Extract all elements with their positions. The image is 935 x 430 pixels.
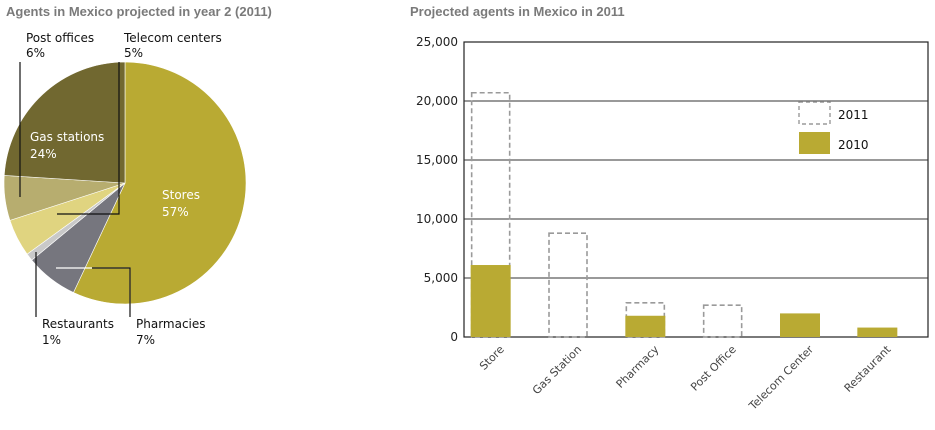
bar-legend: 2011 2010 xyxy=(798,101,869,154)
y-tick-label: 10,000 xyxy=(416,212,458,226)
bar-2010-telecom-center xyxy=(780,313,820,337)
bar-2011-post-office xyxy=(702,304,743,338)
y-tick-label: 20,000 xyxy=(416,94,458,108)
x-tick-label-store: Store xyxy=(477,343,507,373)
pie-labels: Post offices 6% Telecom centers 5% Gas s… xyxy=(26,31,222,347)
bar-gridlines xyxy=(464,100,928,279)
x-tick-label-restaurant: Restaurant xyxy=(842,342,894,394)
gas-stations-label: Gas stations xyxy=(30,130,104,144)
telecom-centers-value: 5% xyxy=(124,46,143,60)
pharmacies-leader-line-outside xyxy=(92,267,131,317)
bar-2011-store xyxy=(470,91,511,338)
telecom-centers-label: Telecom centers xyxy=(123,31,222,45)
y-tick-label: 25,000 xyxy=(416,35,458,49)
stores-label: Stores xyxy=(162,188,200,202)
bar-2010-store xyxy=(470,265,511,337)
pharmacies-value: 7% xyxy=(136,333,155,347)
telecom-centers-leader-line xyxy=(57,62,120,215)
bar-2011-gas-station xyxy=(548,232,588,338)
pie-chart-title: Agents in Mexico projected in year 2 (20… xyxy=(6,4,272,19)
bar-marks xyxy=(470,91,898,338)
bar-plot-area xyxy=(463,41,929,338)
x-tick-label-telecom-center: Telecom Center xyxy=(746,343,817,414)
bar-2010-restaurant xyxy=(857,327,898,337)
stores-value: 57% xyxy=(162,205,189,219)
legend-label-2010: 2010 xyxy=(838,138,869,152)
bar-chart-title: Projected agents in Mexico in 2011 xyxy=(410,4,625,19)
pharmacies-label: Pharmacies xyxy=(136,317,206,331)
plot-frame xyxy=(463,41,929,338)
x-tick-label-gas-station: Gas Station xyxy=(530,343,584,397)
x-tick-label-post-office: Post Office xyxy=(688,343,739,394)
pie-callouts xyxy=(19,62,131,317)
post-offices-value: 6% xyxy=(26,46,45,60)
legend-label-2011: 2011 xyxy=(838,108,869,122)
restaurants-label: Restaurants xyxy=(42,317,114,331)
gas-stations-value: 24% xyxy=(30,147,57,161)
post-offices-label: Post offices xyxy=(26,31,94,45)
y-tick-label: 5,000 xyxy=(424,271,458,285)
bar-x-tick-labels: Store Gas Station Pharmacy Post Office Telec… xyxy=(477,342,894,413)
pie-slice-stores xyxy=(73,61,247,305)
pie-chart xyxy=(3,61,247,305)
bar-y-tick-labels: 0 5,000 10,000 15,000 20,000 25,000 xyxy=(416,35,458,344)
x-tick-label-pharmacy: Pharmacy xyxy=(614,343,662,391)
legend-swatch-2011 xyxy=(798,101,831,125)
legend-swatch-2010 xyxy=(799,132,830,154)
y-tick-label: 0 xyxy=(450,330,458,344)
restaurants-value: 1% xyxy=(42,333,61,347)
pie-slice-gas-stations xyxy=(3,61,126,184)
y-tick-label: 15,000 xyxy=(416,153,458,167)
bar-2010-pharmacy xyxy=(625,315,666,337)
